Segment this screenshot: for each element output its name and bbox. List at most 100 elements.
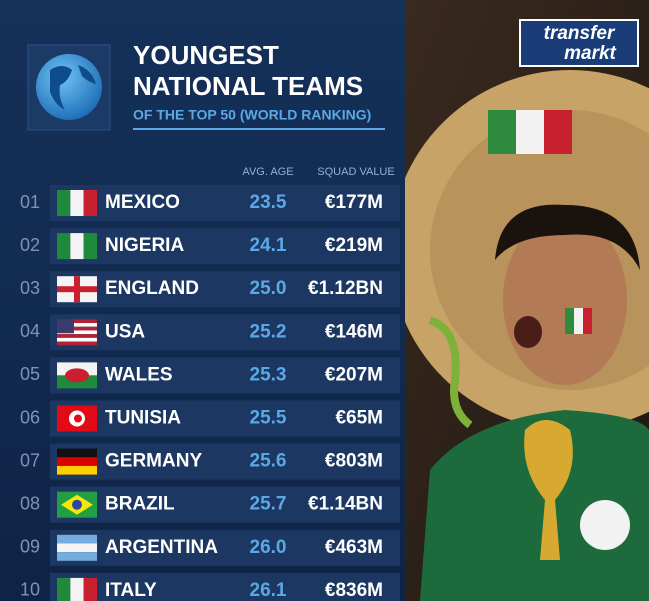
rank: 06 <box>20 407 40 427</box>
rank: 04 <box>20 321 40 341</box>
flag-part <box>57 534 97 544</box>
rank: 08 <box>20 493 40 513</box>
country: TUNISIA <box>105 408 181 429</box>
flag-part <box>70 233 84 260</box>
squad-value: €177M <box>325 192 383 213</box>
flag-part <box>57 319 97 324</box>
flag-part <box>57 319 74 334</box>
avg-age: 25.0 <box>250 278 287 299</box>
flag <box>57 319 97 346</box>
rank: 05 <box>20 364 40 384</box>
row-background <box>50 314 400 351</box>
row-background <box>50 529 400 566</box>
flag-part <box>83 233 97 260</box>
flag <box>57 534 97 561</box>
squad-value: €1.14BN <box>308 494 383 515</box>
row-background <box>50 357 400 394</box>
row-background <box>50 486 400 523</box>
flag-part <box>57 330 97 335</box>
rank: 02 <box>20 235 40 255</box>
flag-part <box>72 499 82 510</box>
table-row: 07 GERMANY 25.6 €803M <box>20 443 400 480</box>
avg-age: 25.6 <box>250 451 287 472</box>
avg-age: 25.5 <box>250 408 287 429</box>
flag <box>57 491 97 518</box>
country: ITALY <box>105 580 157 601</box>
row-background <box>50 228 400 265</box>
squad-value: €1.12BN <box>308 278 383 299</box>
flag-part <box>57 190 71 216</box>
flag <box>57 233 97 260</box>
country: NIGERIA <box>105 235 184 256</box>
flag <box>57 276 97 303</box>
flag <box>57 405 97 432</box>
flag-part <box>57 457 97 466</box>
flag <box>57 448 97 475</box>
flag-part <box>57 286 97 293</box>
column-header: SQUAD VALUE <box>317 166 394 178</box>
flag-part <box>83 577 97 601</box>
rank: 09 <box>20 537 40 557</box>
row-background <box>50 572 400 601</box>
flag-part <box>57 341 97 346</box>
title: NATIONAL TEAMS <box>133 71 363 101</box>
table-row: 03 ENGLAND 25.0 €1.12BN <box>20 271 400 308</box>
squad-value: €65M <box>335 408 383 429</box>
flag-part <box>74 414 82 423</box>
table-row: 08 BRAZIL 25.7 €1.14BN <box>20 486 400 523</box>
flag-part <box>57 326 97 331</box>
squad-value: €836M <box>325 580 383 601</box>
flag-part <box>57 448 97 458</box>
flag-part <box>70 190 84 216</box>
flag-part <box>65 368 89 383</box>
flag-part <box>57 334 97 338</box>
table-row: 09 ARGENTINA 26.0 €463M <box>20 529 400 566</box>
photo <box>390 0 649 601</box>
squad-value: €803M <box>325 451 383 472</box>
country: MEXICO <box>105 192 180 213</box>
flag-part <box>57 337 97 342</box>
logo-text: transfer <box>544 23 616 44</box>
table-row: 04 USA 25.2 €146M <box>20 314 400 351</box>
flag-part <box>57 577 71 601</box>
flag-part <box>57 465 97 475</box>
table-row: 10 ITALY 26.1 €836M <box>20 572 400 601</box>
country: ENGLAND <box>105 278 199 299</box>
flag <box>57 190 97 216</box>
table-row: 06 TUNISIA 25.5 €65M <box>20 400 400 437</box>
rank: 03 <box>20 278 40 298</box>
country: WALES <box>105 364 173 385</box>
logo-text: markt <box>564 43 616 64</box>
row-background <box>50 185 400 221</box>
logo: transfer markt <box>519 19 639 67</box>
flag <box>57 577 97 601</box>
rank: 01 <box>20 192 40 212</box>
country: GERMANY <box>105 451 202 472</box>
table-row: 01 MEXICO 23.5 €177M <box>20 185 400 221</box>
flag-part <box>57 552 97 561</box>
flag-part <box>57 233 71 260</box>
table-row: 05 WALES 25.3 €207M <box>20 357 400 394</box>
flag-part <box>70 577 84 601</box>
avg-age: 25.2 <box>250 321 287 342</box>
globe-icon <box>27 44 111 131</box>
avg-age: 26.0 <box>250 537 287 558</box>
table: 01 MEXICO 23.5 €177M 02 NIGERIA 24.1 €219M 03 ENG… <box>20 185 400 601</box>
country: USA <box>105 321 145 342</box>
flag-part <box>57 323 97 327</box>
squad-value: €463M <box>325 537 383 558</box>
row-background <box>50 443 400 480</box>
avg-age: 23.5 <box>250 192 287 213</box>
rank: 07 <box>20 450 40 470</box>
country: BRAZIL <box>105 494 175 515</box>
country: ARGENTINA <box>105 537 218 558</box>
row-background <box>50 400 400 437</box>
subtitle: OF THE TOP 50 (WORLD RANKING) <box>133 107 371 123</box>
avg-age: 25.7 <box>250 494 287 515</box>
rank: 10 <box>20 580 40 600</box>
avg-age: 25.3 <box>250 364 287 385</box>
row-background <box>50 271 400 308</box>
avg-age: 24.1 <box>250 235 287 256</box>
squad-value: €207M <box>325 364 383 385</box>
